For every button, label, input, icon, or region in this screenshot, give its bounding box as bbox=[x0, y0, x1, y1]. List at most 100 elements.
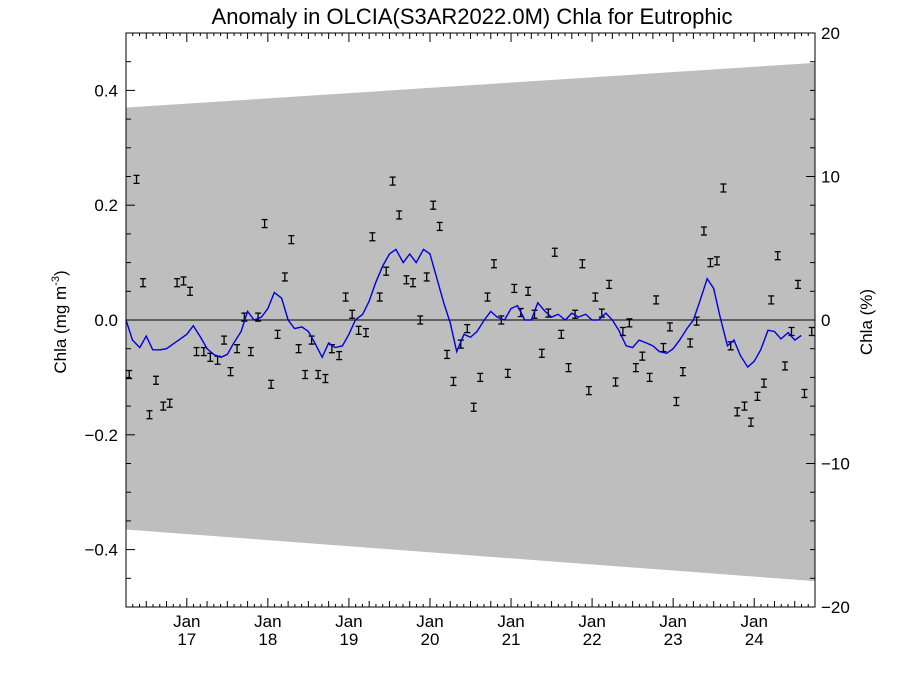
data-point bbox=[146, 410, 153, 420]
y-axis-right: 20 10 0 −10 −20 bbox=[806, 24, 850, 617]
y-axis-label-right: Chla (%) bbox=[857, 289, 876, 355]
data-point bbox=[774, 251, 781, 261]
x-tick-label-year: 24 bbox=[745, 630, 764, 649]
data-point bbox=[436, 221, 443, 232]
data-point bbox=[322, 373, 329, 384]
data-point bbox=[801, 388, 808, 399]
data-point bbox=[174, 278, 181, 288]
data-point bbox=[187, 286, 194, 296]
x-tick-label-year: 20 bbox=[421, 630, 440, 649]
x-tick-label-month: Jan bbox=[740, 612, 767, 631]
y-axis-label-left: Chla (mg m-3) bbox=[50, 270, 70, 373]
data-point bbox=[302, 369, 309, 380]
data-point bbox=[349, 309, 356, 319]
y-tick-label: 0.2 bbox=[94, 196, 118, 215]
data-point bbox=[227, 367, 234, 377]
data-point bbox=[362, 327, 369, 338]
data-point bbox=[342, 292, 349, 302]
x-tick-label-year: 19 bbox=[339, 630, 358, 649]
data-point bbox=[389, 176, 396, 186]
y-tick-label: −0.2 bbox=[84, 426, 118, 445]
data-point bbox=[261, 218, 268, 229]
data-point bbox=[409, 278, 416, 288]
data-point bbox=[760, 378, 767, 388]
x-tick-label-month: Jan bbox=[335, 612, 362, 631]
x-tick-label-year: 21 bbox=[502, 630, 521, 649]
data-point bbox=[160, 401, 167, 411]
data-point bbox=[551, 247, 558, 257]
data-point bbox=[673, 396, 680, 407]
plot-area bbox=[125, 32, 816, 608]
data-point bbox=[713, 256, 720, 266]
data-point bbox=[639, 351, 646, 361]
data-point bbox=[808, 326, 815, 337]
data-point bbox=[592, 292, 599, 302]
data-point bbox=[687, 338, 694, 348]
data-point bbox=[255, 312, 262, 322]
chart-title: Anomaly in OLCIA(S3AR2022.0M) Chla for E… bbox=[212, 4, 733, 29]
x-tick-label-year: 22 bbox=[583, 630, 602, 649]
data-point bbox=[355, 325, 362, 335]
smoothed-anomaly-line bbox=[125, 248, 802, 369]
x-tick-label-month: Jan bbox=[254, 612, 281, 631]
x-tick-label-year: 18 bbox=[258, 630, 277, 649]
data-point bbox=[545, 308, 552, 318]
data-point bbox=[221, 335, 228, 345]
data-point bbox=[450, 376, 457, 387]
data-point bbox=[794, 279, 801, 290]
x-tick-label-month: Jan bbox=[173, 612, 200, 631]
data-point bbox=[234, 344, 241, 354]
x-tick-label-month: Jan bbox=[416, 612, 443, 631]
data-point bbox=[193, 346, 200, 357]
data-point bbox=[741, 401, 748, 411]
data-point bbox=[315, 369, 322, 380]
data-point bbox=[166, 398, 173, 408]
x-tick-label-month: Jan bbox=[578, 612, 605, 631]
data-point bbox=[403, 275, 410, 285]
y2-tick-label: −20 bbox=[821, 598, 850, 617]
data-point bbox=[152, 375, 159, 385]
data-point bbox=[538, 348, 545, 358]
data-point bbox=[383, 266, 390, 276]
y-tick-label: −0.4 bbox=[84, 541, 118, 560]
data-point bbox=[140, 278, 147, 288]
data-point bbox=[585, 385, 592, 396]
data-point bbox=[666, 322, 673, 332]
data-point bbox=[700, 226, 707, 236]
data-point bbox=[274, 329, 281, 340]
data-point bbox=[498, 315, 505, 325]
data-point bbox=[782, 361, 789, 371]
data-point bbox=[572, 309, 579, 319]
data-point bbox=[679, 367, 686, 377]
data-point bbox=[511, 283, 518, 294]
data-point bbox=[336, 350, 343, 361]
data-point bbox=[443, 349, 450, 360]
data-point bbox=[606, 279, 613, 290]
y-axis-left: 0.4 0.2 0.0 −0.2 −0.4 bbox=[84, 32, 135, 608]
data-point bbox=[491, 259, 498, 269]
y2-tick-label: 10 bbox=[821, 168, 840, 187]
y2-tick-label: 20 bbox=[821, 24, 840, 43]
y2-tick-label: −10 bbox=[821, 455, 850, 474]
data-point bbox=[754, 391, 761, 401]
y-tick-label: 0.0 bbox=[94, 311, 118, 330]
data-point bbox=[430, 200, 437, 210]
data-point bbox=[626, 318, 633, 328]
data-point bbox=[707, 257, 714, 268]
data-point bbox=[734, 407, 741, 417]
data-point bbox=[484, 292, 491, 302]
uncertainty-band bbox=[126, 62, 815, 582]
data-point bbox=[470, 402, 477, 412]
data-point bbox=[579, 259, 586, 269]
x-tick-label-year: 23 bbox=[664, 630, 683, 649]
data-point bbox=[720, 183, 727, 193]
data-point bbox=[565, 362, 572, 373]
data-point bbox=[247, 346, 254, 357]
data-point bbox=[477, 372, 484, 383]
data-point bbox=[376, 292, 383, 302]
data-point bbox=[653, 295, 660, 305]
x-tick-label-month: Jan bbox=[659, 612, 686, 631]
data-point bbox=[558, 329, 565, 340]
data-point bbox=[396, 210, 403, 220]
